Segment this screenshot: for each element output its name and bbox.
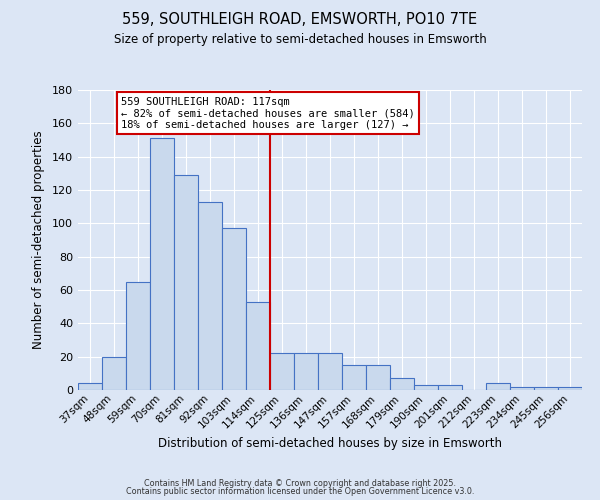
Y-axis label: Number of semi-detached properties: Number of semi-detached properties xyxy=(32,130,45,350)
Bar xyxy=(318,354,342,390)
Bar xyxy=(390,378,414,390)
Bar xyxy=(486,384,510,390)
Bar xyxy=(534,386,558,390)
Text: Size of property relative to semi-detached houses in Emsworth: Size of property relative to semi-detach… xyxy=(113,32,487,46)
Bar xyxy=(150,138,174,390)
Bar xyxy=(246,302,270,390)
Text: 559 SOUTHLEIGH ROAD: 117sqm
← 82% of semi-detached houses are smaller (584)
18% : 559 SOUTHLEIGH ROAD: 117sqm ← 82% of sem… xyxy=(121,96,415,130)
Bar xyxy=(270,354,294,390)
Text: 559, SOUTHLEIGH ROAD, EMSWORTH, PO10 7TE: 559, SOUTHLEIGH ROAD, EMSWORTH, PO10 7TE xyxy=(122,12,478,28)
Bar xyxy=(78,384,102,390)
Bar xyxy=(414,385,438,390)
Bar xyxy=(102,356,126,390)
Bar xyxy=(558,386,582,390)
X-axis label: Distribution of semi-detached houses by size in Emsworth: Distribution of semi-detached houses by … xyxy=(158,436,502,450)
Bar xyxy=(198,202,222,390)
Bar xyxy=(294,354,318,390)
Bar xyxy=(126,282,150,390)
Bar xyxy=(222,228,246,390)
Text: Contains HM Land Registry data © Crown copyright and database right 2025.: Contains HM Land Registry data © Crown c… xyxy=(144,478,456,488)
Bar xyxy=(510,386,534,390)
Bar xyxy=(174,175,198,390)
Bar xyxy=(342,365,366,390)
Text: Contains public sector information licensed under the Open Government Licence v3: Contains public sector information licen… xyxy=(126,487,474,496)
Bar xyxy=(366,365,390,390)
Bar xyxy=(438,385,462,390)
